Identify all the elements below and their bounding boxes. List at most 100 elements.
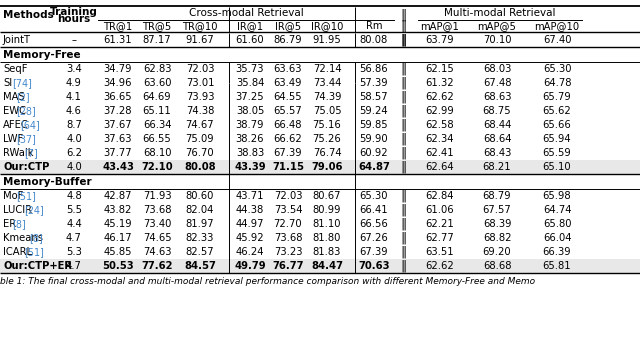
- Text: ‖: ‖: [400, 218, 406, 230]
- Text: TR@1: TR@1: [104, 21, 132, 31]
- Text: 65.30: 65.30: [543, 64, 572, 74]
- Text: 86.79: 86.79: [274, 35, 302, 45]
- Text: 74.67: 74.67: [186, 120, 214, 130]
- Text: 72.10: 72.10: [141, 162, 173, 172]
- Text: 70.10: 70.10: [483, 35, 511, 45]
- Text: 74.38: 74.38: [186, 106, 214, 116]
- Text: 87.17: 87.17: [143, 35, 172, 45]
- Text: ‖: ‖: [400, 260, 406, 272]
- Text: EWC: EWC: [3, 106, 26, 116]
- Text: 44.97: 44.97: [236, 219, 264, 229]
- Text: 81.10: 81.10: [313, 219, 341, 229]
- Text: 65.66: 65.66: [543, 120, 572, 130]
- Text: 42.87: 42.87: [104, 191, 132, 201]
- Text: 91.67: 91.67: [186, 35, 214, 45]
- Text: 61.60: 61.60: [236, 35, 264, 45]
- Text: 49.79: 49.79: [234, 261, 266, 271]
- Text: 43.43: 43.43: [102, 162, 134, 172]
- Text: [24]: [24]: [24, 205, 44, 215]
- Text: 66.41: 66.41: [360, 205, 388, 215]
- Text: 76.70: 76.70: [186, 148, 214, 158]
- Text: 4.7: 4.7: [66, 233, 82, 243]
- Text: 67.39: 67.39: [360, 247, 388, 257]
- Text: [74]: [74]: [12, 78, 31, 88]
- Text: Our:CTP: Our:CTP: [3, 162, 49, 172]
- Text: 91.95: 91.95: [312, 35, 341, 45]
- Text: ‖: ‖: [400, 8, 406, 22]
- Text: 73.01: 73.01: [186, 78, 214, 88]
- Text: ‖: ‖: [400, 63, 406, 76]
- Text: 44.38: 44.38: [236, 205, 264, 215]
- Text: 64.55: 64.55: [274, 92, 302, 102]
- Text: ‖: ‖: [400, 90, 406, 103]
- Text: 65.98: 65.98: [543, 191, 572, 201]
- Text: 43.71: 43.71: [236, 191, 264, 201]
- Text: 76.77: 76.77: [272, 261, 304, 271]
- Text: 62.62: 62.62: [426, 92, 454, 102]
- Text: 66.48: 66.48: [274, 120, 302, 130]
- Text: IR@1: IR@1: [237, 21, 263, 31]
- Text: [8]: [8]: [12, 219, 26, 229]
- Text: 5.5: 5.5: [66, 205, 82, 215]
- Text: [37]: [37]: [16, 134, 36, 144]
- Text: LWF: LWF: [3, 134, 23, 144]
- Text: 68.79: 68.79: [483, 191, 511, 201]
- Text: 36.65: 36.65: [104, 92, 132, 102]
- Text: 64.74: 64.74: [543, 205, 572, 215]
- Text: 45.19: 45.19: [104, 219, 132, 229]
- Text: 65.94: 65.94: [543, 134, 572, 144]
- Text: 61.06: 61.06: [426, 205, 454, 215]
- Text: 67.26: 67.26: [360, 233, 388, 243]
- Text: 68.44: 68.44: [483, 120, 511, 130]
- Text: 64.69: 64.69: [143, 92, 172, 102]
- Text: 80.08: 80.08: [184, 162, 216, 172]
- Text: 34.79: 34.79: [104, 64, 132, 74]
- Text: 62.41: 62.41: [426, 148, 454, 158]
- Text: 73.54: 73.54: [274, 205, 302, 215]
- Text: 62.64: 62.64: [426, 162, 454, 172]
- Text: 4.1: 4.1: [66, 92, 82, 102]
- Text: 82.04: 82.04: [186, 205, 214, 215]
- Text: 62.84: 62.84: [426, 191, 454, 201]
- Text: 81.97: 81.97: [186, 219, 214, 229]
- Text: 80.67: 80.67: [313, 191, 341, 201]
- Text: 63.51: 63.51: [426, 247, 454, 257]
- Text: 67.57: 67.57: [483, 205, 511, 215]
- Text: 75.05: 75.05: [313, 106, 341, 116]
- Text: [2]: [2]: [16, 92, 29, 102]
- Text: 64.78: 64.78: [543, 78, 572, 88]
- Text: 56.86: 56.86: [360, 64, 388, 74]
- Text: 65.10: 65.10: [543, 162, 572, 172]
- Text: 68.43: 68.43: [483, 148, 511, 158]
- Text: 8.7: 8.7: [66, 120, 82, 130]
- Text: 74.63: 74.63: [143, 247, 172, 257]
- Text: 81.83: 81.83: [313, 247, 341, 257]
- Text: 46.17: 46.17: [104, 233, 132, 243]
- Text: 38.05: 38.05: [236, 106, 264, 116]
- Text: 37.67: 37.67: [104, 120, 132, 130]
- Text: 67.40: 67.40: [543, 35, 572, 45]
- Text: hours: hours: [58, 14, 91, 24]
- Text: 68.64: 68.64: [483, 134, 511, 144]
- Text: 4.4: 4.4: [66, 219, 82, 229]
- Text: 65.59: 65.59: [543, 148, 572, 158]
- Text: 37.28: 37.28: [104, 106, 132, 116]
- Text: 67.48: 67.48: [483, 78, 511, 88]
- Text: ‖: ‖: [400, 33, 406, 47]
- Text: Our:CTP+ER: Our:CTP+ER: [3, 261, 72, 271]
- Text: 43.82: 43.82: [104, 205, 132, 215]
- Text: 72.03: 72.03: [274, 191, 302, 201]
- Text: 75.09: 75.09: [186, 134, 214, 144]
- Text: mAP@10: mAP@10: [534, 21, 580, 31]
- Text: 75.26: 75.26: [312, 134, 341, 144]
- Text: JointT: JointT: [3, 35, 31, 45]
- Text: 65.62: 65.62: [543, 106, 572, 116]
- Text: 68.82: 68.82: [483, 233, 511, 243]
- Text: ‖: ‖: [400, 160, 406, 174]
- Text: 3.4: 3.4: [66, 64, 82, 74]
- Text: IR@5: IR@5: [275, 21, 301, 31]
- Text: 62.83: 62.83: [143, 64, 172, 74]
- Text: 59.24: 59.24: [360, 106, 388, 116]
- Text: 61.32: 61.32: [426, 78, 454, 88]
- Text: 68.63: 68.63: [483, 92, 511, 102]
